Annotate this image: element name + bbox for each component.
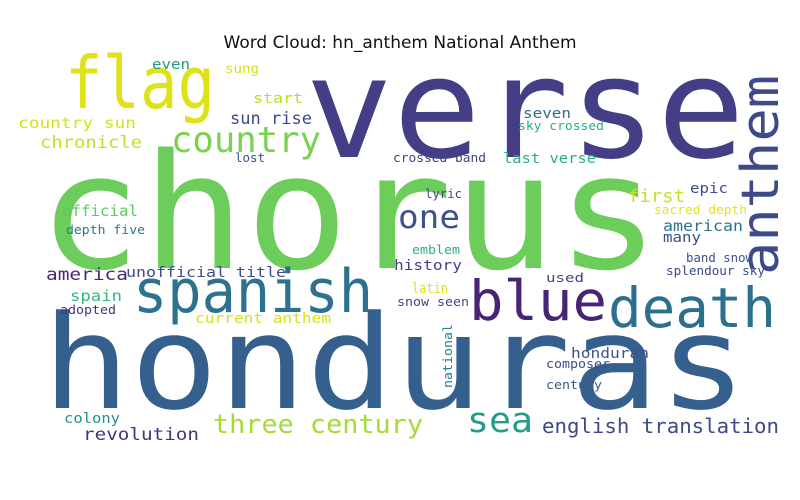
word-spanish: spanish bbox=[133, 257, 373, 327]
word-death: death bbox=[608, 276, 776, 340]
word-blue: blue bbox=[469, 269, 607, 333]
word-latin: latin bbox=[412, 281, 448, 297]
word-emblem: emblem bbox=[412, 243, 460, 257]
word-american: american bbox=[663, 217, 743, 235]
word-even: even bbox=[152, 57, 190, 73]
word-colony: colony bbox=[64, 411, 120, 427]
word-country: country bbox=[171, 120, 321, 161]
word-current-anthem: current anthem bbox=[195, 311, 331, 327]
word-sun-rise: sun rise bbox=[230, 109, 312, 129]
word-depth-five: depth five bbox=[66, 223, 145, 237]
word-sung: sung bbox=[225, 62, 259, 77]
word-national: national bbox=[441, 324, 455, 388]
word-many: many bbox=[663, 230, 701, 246]
word-lost: lost bbox=[235, 151, 265, 165]
word-english-translation: english translation bbox=[542, 414, 779, 438]
word-country-sun: country sun bbox=[18, 114, 136, 132]
word-sky-crossed: sky crossed bbox=[518, 119, 604, 133]
word-official: official bbox=[62, 202, 138, 220]
word-flag: flag bbox=[65, 41, 215, 125]
word-last-verse: last verse bbox=[503, 151, 596, 167]
word-crossed-band: crossed band bbox=[393, 151, 486, 165]
word-anthem: anthem bbox=[731, 75, 791, 275]
chart-title: Word Cloud: hn_anthem National Anthem bbox=[223, 33, 577, 53]
word-unofficial-title: unofficial title bbox=[126, 265, 286, 281]
word-sacred-depth: sacred depth bbox=[654, 203, 747, 217]
word-lyric: lyric bbox=[425, 187, 462, 201]
word-spain: spain bbox=[70, 287, 122, 305]
word-epic: epic bbox=[690, 181, 728, 197]
word-adopted: adopted bbox=[60, 303, 116, 317]
word-century: century bbox=[546, 378, 602, 392]
word-sea: sea bbox=[467, 401, 533, 441]
word-chorus: chorus bbox=[38, 119, 660, 306]
word-honduras: honduras bbox=[42, 287, 747, 439]
word-verse: verse bbox=[305, 28, 745, 191]
word-used: used bbox=[546, 271, 584, 285]
word-chronicle: chronicle bbox=[40, 133, 142, 153]
word-three-century: three century bbox=[213, 410, 423, 440]
word-one: one bbox=[398, 198, 460, 236]
word-band-snow: band snow bbox=[686, 251, 754, 265]
word-splendour-sky: splendour sky bbox=[666, 264, 765, 278]
word-first: first bbox=[628, 186, 685, 207]
word-seven: seven bbox=[523, 106, 571, 122]
word-snow-seen: snow seen bbox=[397, 295, 469, 309]
word-honduran: honduran bbox=[571, 346, 649, 362]
word-history: history bbox=[394, 258, 462, 274]
word-start: start bbox=[253, 91, 303, 107]
word-composer: composer bbox=[546, 357, 610, 371]
word-revolution: revolution bbox=[83, 425, 199, 445]
word-america: america bbox=[46, 265, 128, 285]
